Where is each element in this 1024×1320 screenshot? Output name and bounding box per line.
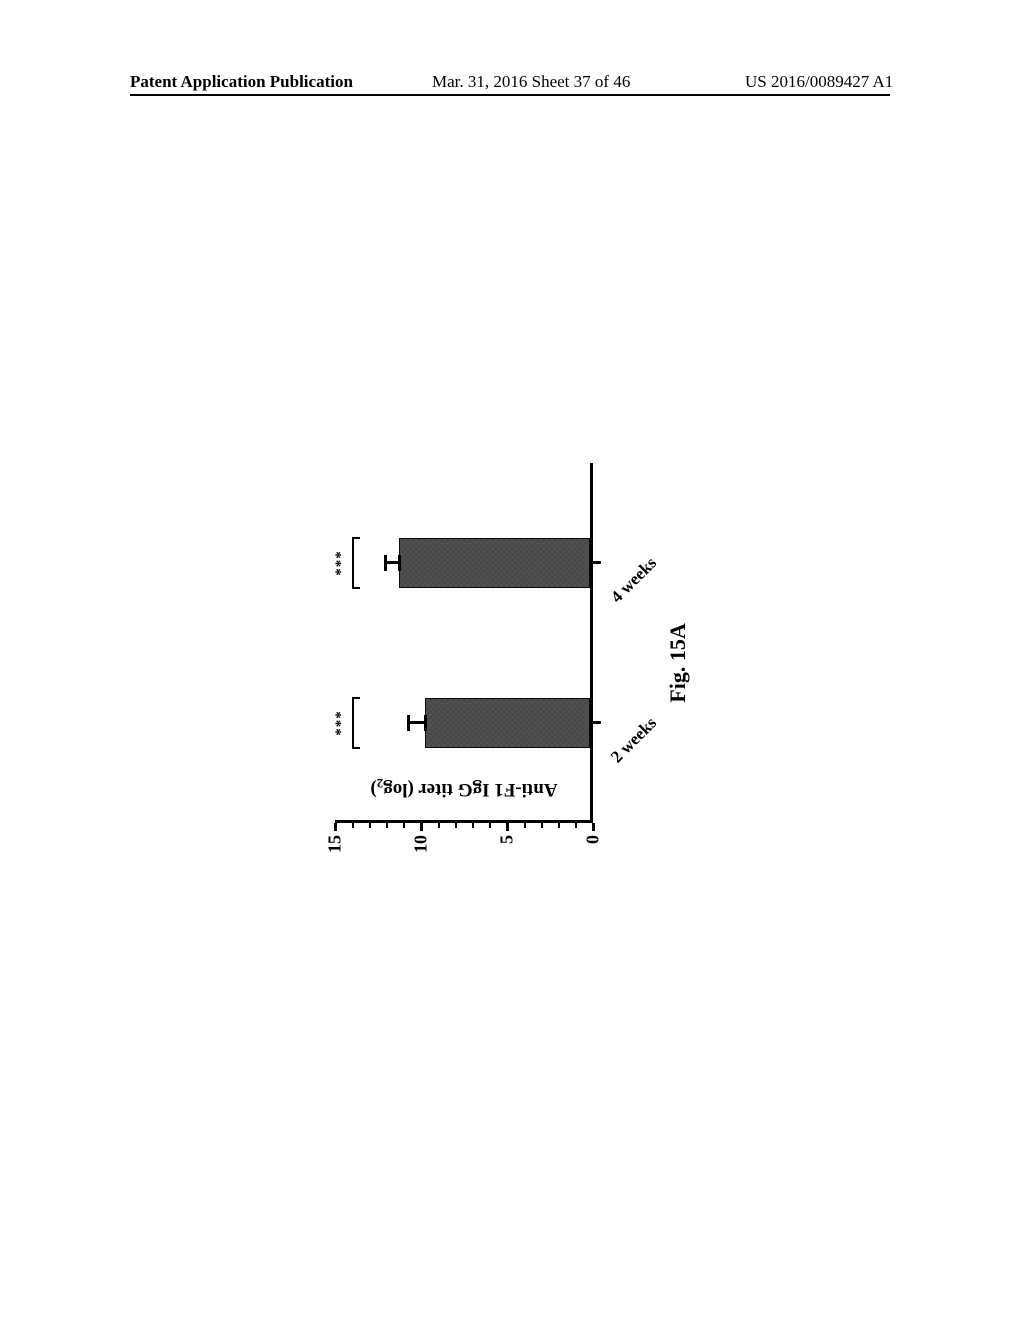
- errorbar-stem: [408, 722, 425, 725]
- x-tick: [593, 561, 601, 564]
- y-tick-label: 0: [583, 835, 604, 895]
- errorbar-cap: [384, 555, 387, 571]
- x-tick-label: 4 weeks: [607, 553, 661, 607]
- sig-bracket: [352, 587, 360, 589]
- bar-2-weeks: [425, 698, 590, 748]
- y-minor-tick: [438, 823, 440, 828]
- sig-bracket: [352, 697, 354, 749]
- y-minor-tick: [386, 823, 388, 828]
- errorbar-cap: [407, 715, 410, 731]
- x-axis: [590, 463, 593, 823]
- chart-plot-area: 0 5 10 15: [335, 463, 593, 823]
- errorbar-cap: [398, 555, 401, 571]
- figure-15a: Anti-F1 IgG titer (log2) 0 5 10 15: [305, 413, 685, 913]
- y-axis: [335, 820, 593, 823]
- y-tick: [334, 823, 337, 831]
- sig-bracket: [352, 537, 360, 539]
- y-minor-tick: [524, 823, 526, 828]
- y-minor-tick: [541, 823, 543, 828]
- bar-4-weeks: [399, 538, 590, 588]
- y-minor-tick: [489, 823, 491, 828]
- y-minor-tick: [472, 823, 474, 828]
- errorbar-cap: [424, 715, 427, 731]
- x-tick-label: 2 weeks: [607, 713, 661, 767]
- sig-label: ***: [333, 710, 350, 736]
- y-minor-tick: [352, 823, 354, 828]
- y-tick-label: 5: [497, 835, 518, 895]
- y-tick: [420, 823, 423, 831]
- x-tick: [593, 721, 601, 724]
- y-minor-tick: [558, 823, 560, 828]
- y-tick-label: 10: [411, 835, 432, 895]
- sig-bracket: [352, 747, 360, 749]
- sig-label: ***: [333, 550, 350, 576]
- y-tick-label: 15: [325, 835, 346, 895]
- header-middle: Mar. 31, 2016 Sheet 37 of 46: [432, 72, 630, 92]
- sig-bracket: [352, 697, 360, 699]
- y-tick: [506, 823, 509, 831]
- page: Patent Application Publication Mar. 31, …: [0, 0, 1024, 1320]
- header-right: US 2016/0089427 A1: [745, 72, 893, 92]
- sig-bracket: [352, 537, 354, 589]
- figure-caption: Fig. 15A: [665, 413, 691, 913]
- y-minor-tick: [369, 823, 371, 828]
- header-rule: [130, 94, 890, 96]
- y-minor-tick: [403, 823, 405, 828]
- errorbar-stem: [385, 562, 399, 565]
- y-tick: [592, 823, 595, 831]
- header-left: Patent Application Publication: [130, 72, 353, 92]
- y-minor-tick: [455, 823, 457, 828]
- y-minor-tick: [575, 823, 577, 828]
